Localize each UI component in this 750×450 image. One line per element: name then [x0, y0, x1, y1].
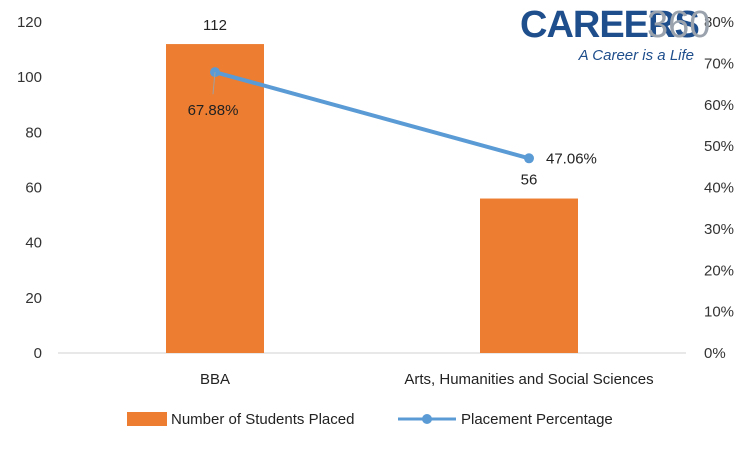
- left-tick-label: 120: [17, 14, 42, 31]
- legend-line-label: Placement Percentage: [461, 411, 613, 428]
- left-axis-ticks: 0 20 40 60 80 100 120: [17, 14, 42, 362]
- logo: CAREERS 360 A Career is a Life: [520, 4, 710, 64]
- line-point: [524, 153, 534, 164]
- logo-brand: CAREERS: [520, 4, 699, 46]
- legend-bar-swatch: [127, 412, 167, 426]
- line-data-label: 47.06%: [546, 150, 597, 167]
- left-tick-label: 60: [25, 180, 42, 197]
- legend: Number of Students Placed Placement Perc…: [127, 411, 613, 428]
- right-tick-label: 80%: [704, 14, 734, 31]
- line-series-group: 67.88% 47.06%: [188, 67, 597, 167]
- label-leader-line: [212, 72, 216, 95]
- right-tick-label: 10%: [704, 304, 734, 321]
- legend-line-marker: [422, 414, 432, 424]
- category-label: BBA: [200, 371, 230, 388]
- logo-number: 360: [647, 4, 710, 46]
- legend-bar-label: Number of Students Placed: [171, 411, 354, 428]
- left-tick-label: 40: [25, 235, 42, 252]
- logo-tagline: A Career is a Life: [578, 47, 694, 64]
- bar: [166, 44, 264, 354]
- right-axis-ticks: 0% 10% 20% 30% 40% 50% 60% 70% 80%: [704, 14, 734, 362]
- bar-data-label: 56: [521, 172, 538, 189]
- left-tick-label: 20: [25, 290, 42, 307]
- bars-group: 112 56: [166, 17, 578, 354]
- bar-data-label: 112: [203, 17, 227, 34]
- bar: [480, 198, 578, 353]
- right-tick-label: 0%: [704, 345, 726, 362]
- category-label: Arts, Humanities and Social Sciences: [404, 371, 653, 388]
- left-tick-label: 80: [25, 124, 42, 141]
- right-tick-label: 40%: [704, 180, 734, 197]
- left-tick-label: 100: [17, 69, 42, 86]
- right-tick-label: 30%: [704, 221, 734, 238]
- placement-line: [213, 70, 531, 161]
- category-labels: BBA Arts, Humanities and Social Sciences: [200, 371, 654, 388]
- left-tick-label: 0: [34, 345, 42, 362]
- right-tick-label: 20%: [704, 262, 734, 279]
- right-tick-label: 50%: [704, 138, 734, 155]
- right-tick-label: 60%: [704, 97, 734, 114]
- right-tick-label: 70%: [704, 55, 734, 72]
- line-data-label: 67.88%: [188, 102, 239, 119]
